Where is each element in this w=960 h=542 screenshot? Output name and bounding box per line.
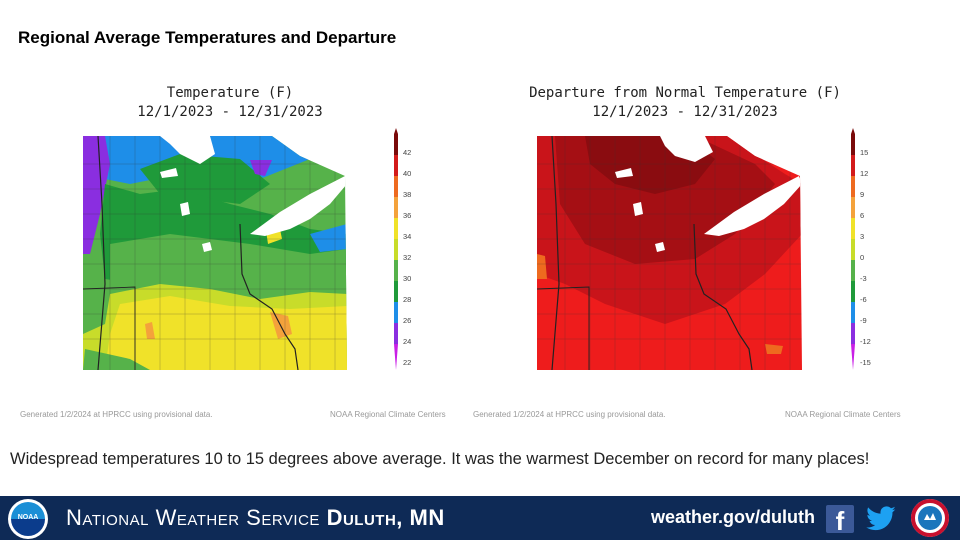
footnote-generated: Generated 1/2/2024 at HPRCC using provis… (473, 410, 666, 419)
legend-tick: 24 (403, 337, 411, 346)
legend-tick: -3 (860, 274, 867, 283)
noaa-logo-label: NOAA (17, 514, 39, 521)
departure-map-title: Departure from Normal Temperature (F) 12… (465, 84, 905, 122)
office-location: Duluth, MN (326, 505, 445, 530)
departure-legend: 15 12 9 6 3 0 -3 -6 -9 -12 -15 (851, 128, 871, 370)
legend-tick: 42 (403, 148, 411, 157)
legend-tick: 12 (860, 169, 868, 178)
map-title-line: Temperature (F) (166, 85, 294, 101)
legend-tick: 9 (860, 190, 864, 199)
legend-tick: 22 (403, 358, 411, 367)
departure-map: 15 12 9 6 3 0 -3 -6 -9 -12 -15 (537, 128, 871, 370)
office-name: National Weather Service Duluth, MN (66, 505, 445, 531)
map-title-line: Departure from Normal Temperature (F) (529, 85, 841, 101)
noaa-logo-icon: NOAA (8, 499, 48, 539)
legend-tick: 38 (403, 190, 411, 199)
temperature-map-panel: 42 40 38 36 34 32 30 28 26 24 22 Tempera… (10, 84, 450, 424)
temperature-map: 42 40 38 36 34 32 30 28 26 24 22 (83, 128, 411, 370)
departure-map-panel: 15 12 9 6 3 0 -3 -6 -9 -12 -15 Departure… (465, 84, 905, 424)
temperature-map-title: Temperature (F) 12/1/2023 - 12/31/2023 (10, 84, 450, 122)
legend-tick: -6 (860, 295, 867, 304)
legend-tick: 0 (860, 253, 864, 262)
footnote-generated: Generated 1/2/2024 at HPRCC using provis… (20, 410, 213, 419)
map-date-range: 12/1/2023 - 12/31/2023 (137, 104, 323, 120)
twitter-icon[interactable] (864, 503, 898, 535)
legend-tick: 32 (403, 253, 411, 262)
slide-caption: Widespread temperatures 10 to 15 degrees… (10, 450, 870, 468)
map-date-range: 12/1/2023 - 12/31/2023 (592, 104, 778, 120)
legend-tick: 6 (860, 211, 864, 220)
slide-title: Regional Average Temperatures and Depart… (18, 28, 397, 47)
legend-tick: 34 (403, 232, 411, 241)
website-link[interactable]: weather.gov/duluth (651, 507, 816, 527)
legend-tick: 28 (403, 295, 411, 304)
legend-tick: 3 (860, 232, 864, 241)
temperature-legend: 42 40 38 36 34 32 30 28 26 24 22 (394, 128, 411, 370)
legend-tick: 15 (860, 148, 868, 157)
facebook-icon[interactable]: f (826, 505, 854, 536)
office-prefix: National Weather Service (66, 505, 320, 530)
legend-tick: 36 (403, 211, 411, 220)
nws-logo-icon (911, 499, 949, 537)
footnote-source: NOAA Regional Climate Centers (330, 410, 446, 419)
legend-tick: -9 (860, 316, 867, 325)
nws-banner: NOAA National Weather Service Duluth, MN… (0, 496, 960, 540)
legend-tick: -12 (860, 337, 871, 346)
legend-tick: 26 (403, 316, 411, 325)
legend-tick: -15 (860, 358, 871, 367)
footnote-source: NOAA Regional Climate Centers (785, 410, 901, 419)
legend-tick: 30 (403, 274, 411, 283)
legend-tick: 40 (403, 169, 411, 178)
